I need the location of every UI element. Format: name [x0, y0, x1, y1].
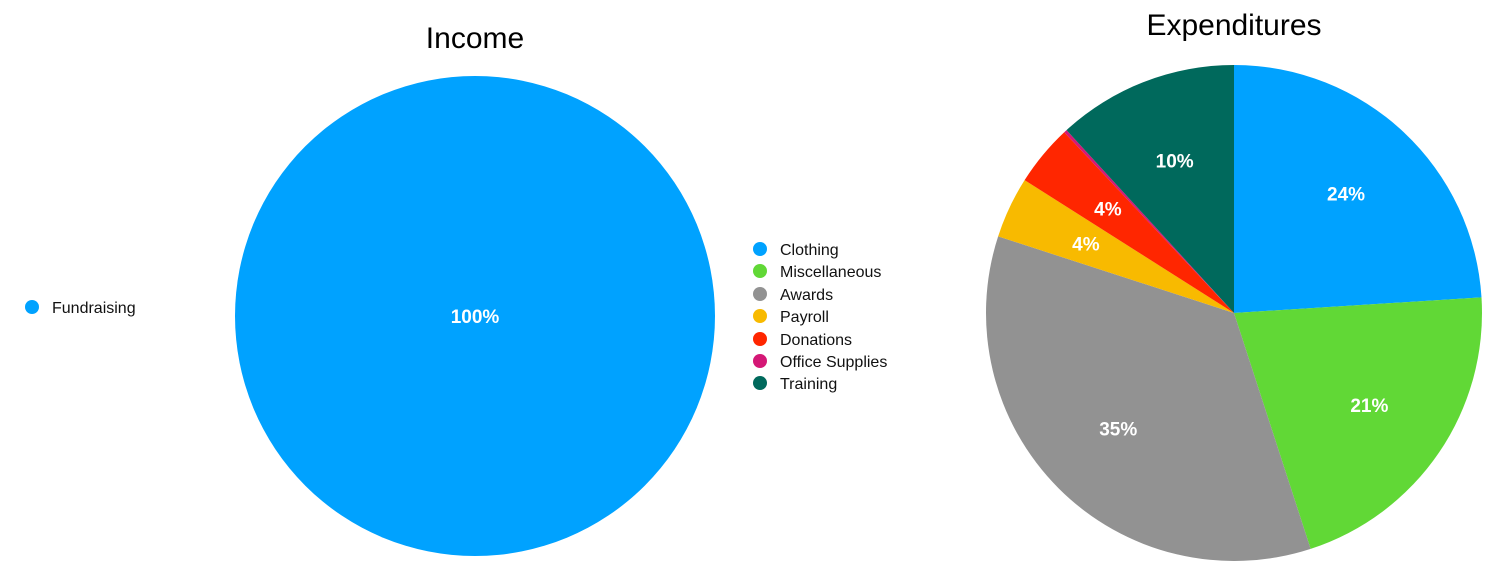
income-legend: Fundraising — [25, 300, 136, 317]
legend-swatch — [753, 264, 767, 278]
income-slices — [235, 76, 715, 556]
slice-label-training: 10% — [1156, 151, 1194, 172]
income-slice-labels: 100% — [451, 307, 500, 328]
legend-item-awards[interactable]: Awards — [753, 287, 833, 304]
legend-swatch — [753, 309, 767, 323]
pie-slice-fundraising[interactable] — [235, 76, 715, 556]
pie-slice-awards[interactable] — [985, 236, 1311, 561]
pie-slice-clothing[interactable] — [1234, 65, 1482, 313]
legend-item-fundraising[interactable]: Fundraising — [25, 300, 136, 317]
slice-label-fundraising: 100% — [451, 307, 500, 328]
legend-label: Payroll — [780, 309, 829, 326]
legend-item-training[interactable]: Training — [753, 376, 837, 393]
pie-slice-donations[interactable] — [1024, 132, 1234, 313]
legend-swatch — [753, 376, 767, 390]
expenditures-slices — [985, 65, 1482, 561]
expenditures-slice-labels: 24% 21% 35% 4% 4% 10% — [1072, 151, 1388, 440]
legend-swatch — [753, 354, 767, 368]
pie-slice-training[interactable] — [1066, 65, 1234, 313]
legend-item-payroll[interactable]: Payroll — [753, 309, 829, 326]
legend-item-miscellaneous[interactable]: Miscellaneous — [753, 264, 881, 281]
slice-label-miscellaneous: 21% — [1350, 396, 1388, 417]
slice-label-donations: 4% — [1094, 200, 1122, 221]
legend-swatch — [753, 242, 767, 256]
expenditures-title: Expenditures — [1146, 9, 1321, 42]
pie-slice-miscellaneous[interactable] — [1234, 297, 1482, 549]
legend-label: Clothing — [780, 242, 839, 259]
income-chart: Income 100% Fundraising — [25, 22, 715, 556]
legend-item-office-supplies[interactable]: Office Supplies — [753, 354, 887, 371]
expenditures-legend: Clothing Miscellaneous Awards Payroll Do… — [753, 242, 887, 393]
legend-swatch — [753, 332, 767, 346]
legend-label: Office Supplies — [780, 354, 887, 371]
income-title: Income — [426, 22, 524, 55]
legend-label: Donations — [780, 332, 852, 349]
legend-item-donations[interactable]: Donations — [753, 332, 852, 349]
legend-label: Miscellaneous — [780, 264, 881, 281]
expenditures-chart: Expenditures 24% 21% 35% 4% 4% 10% Clothing M… — [753, 9, 1482, 561]
slice-label-awards: 35% — [1099, 420, 1137, 441]
legend-item-clothing[interactable]: Clothing — [753, 242, 839, 259]
slice-label-payroll: 4% — [1072, 234, 1100, 255]
legend-label: Training — [780, 376, 837, 393]
legend-label: Fundraising — [52, 300, 136, 317]
legend-swatch — [753, 287, 767, 301]
pie-slice-office-supplies[interactable] — [1064, 130, 1234, 313]
legend-swatch — [25, 300, 39, 314]
legend-label: Awards — [780, 287, 833, 304]
slice-label-clothing: 24% — [1327, 185, 1365, 206]
pie-slice-payroll[interactable] — [998, 180, 1234, 313]
